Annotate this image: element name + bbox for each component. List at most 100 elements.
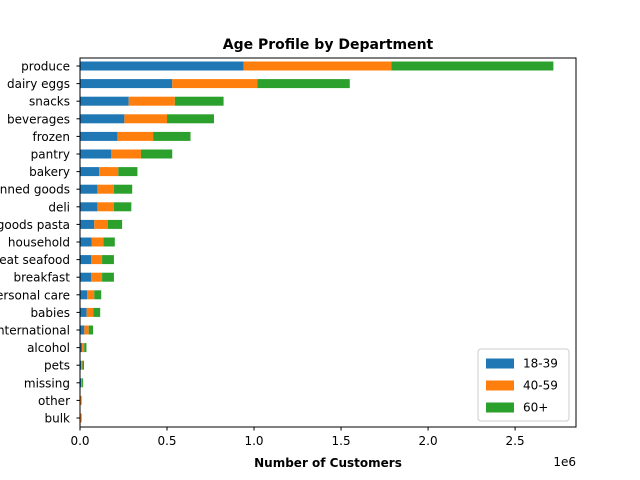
y-tick-label: household [8,236,70,250]
bar-personal-care-series-1 [87,290,95,300]
bar-deli-series-2 [113,202,132,212]
y-tick-label: pets [44,359,70,373]
bar-other-series-2 [81,395,82,405]
bar-missing-series-1 [81,378,83,388]
bar-international-series-1 [84,325,89,335]
x-tick-label: 1.0 [244,434,263,448]
bar-meat-seafood-series-2 [102,255,114,265]
bar-babies-series-1 [86,307,94,317]
bar-beverages-series-1 [124,114,168,124]
y-tick-label: canned goods [0,183,70,197]
legend-label: 40-59 [523,379,558,393]
bar-international-series-0 [80,325,85,335]
bar-dairy-eggs-series-1 [172,79,258,89]
bar-breakfast-series-2 [102,272,114,282]
bar-personal-care-series-2 [94,290,102,300]
bar-frozen-series-0 [80,131,118,141]
bar-missing-series-0 [80,378,82,388]
legend-swatch [486,358,514,369]
y-tick-label: frozen [32,130,70,144]
bar-canned-goods-series-2 [113,184,133,194]
bar-snacks-series-2 [174,96,224,106]
bar-bakery-series-0 [80,167,100,177]
y-tick-label: pantry [31,148,70,162]
bar-canned-goods-series-1 [97,184,114,194]
y-tick-label: bakery [29,165,70,179]
bar-bakery-series-1 [99,167,119,177]
bar-pantry-series-1 [111,149,141,159]
x-axis-offset-label: 1e6 [553,455,576,469]
bar-pantry-series-0 [80,149,112,159]
bar-breakfast-series-1 [91,272,103,282]
bar-babies-series-2 [93,307,101,317]
bar-international-series-2 [88,325,94,335]
y-tick-label: international [0,324,70,338]
y-tick-label: other [38,394,70,408]
bar-alcohol-series-2 [84,343,87,353]
x-axis-ticks: 0.0 0.5 1.0 1.5 2.0 2.5 [70,427,525,448]
bar-produce-series-2 [391,61,554,71]
bar-missing-series-2 [82,378,84,388]
y-tick-label: produce [21,60,70,74]
bar-alcohol-series-1 [82,343,85,353]
x-tick-label: 1.5 [332,434,351,448]
legend-swatch [486,402,514,413]
y-tick-label: breakfast [13,271,70,285]
x-tick-label: 0.0 [70,434,89,448]
bar-canned-goods-series-0 [80,184,98,194]
bar-beverages-series-0 [80,114,125,124]
y-tick-label: meat seafood [0,253,70,267]
bar-babies-series-0 [80,307,87,317]
bar-bakery-series-2 [118,167,138,177]
y-tick-label: personal care [0,288,70,302]
bar-alcohol-series-0 [80,343,83,353]
bar-meat-seafood-series-1 [91,255,103,265]
bar-breakfast-series-0 [80,272,92,282]
bar-pets-series-1 [81,360,83,370]
bar-other-series-1 [80,395,82,405]
y-tick-label: alcohol [27,341,70,355]
y-tick-label: deli [48,200,70,214]
y-tick-label: babies [30,306,70,320]
legend-swatch [486,380,514,391]
bar-dry-goods-pasta-series-0 [80,219,95,229]
y-tick-label: snacks [29,95,70,109]
bar-pets-series-0 [80,360,82,370]
x-tick-label: 2.0 [419,434,438,448]
bar-snacks-series-1 [128,96,175,106]
legend: 18-39 40-59 60+ [477,348,570,422]
bar-deli-series-0 [80,202,98,212]
bar-pantry-series-2 [140,149,173,159]
y-tick-label: dairy eggs [7,77,70,91]
bar-produce-series-0 [80,61,244,71]
bar-bulk-series-2 [81,413,82,423]
x-axis-label: Number of Customers [254,456,402,470]
bar-dry-goods-pasta-series-1 [94,219,108,229]
bar-personal-care-series-0 [80,290,88,300]
bar-dairy-eggs-series-0 [80,79,173,89]
legend-label: 60+ [523,401,548,415]
chart-title: Age Profile by Department [223,37,434,53]
y-tick-label: dry goods pasta [0,218,70,232]
y-axis-ticks: produce dairy eggs snacks beverages frozen pa… [0,60,80,426]
x-tick-label: 2.5 [506,434,525,448]
x-tick-label: 0.5 [157,434,176,448]
bar-beverages-series-2 [167,114,215,124]
bar-dairy-eggs-series-2 [257,79,350,89]
bar-meat-seafood-series-0 [80,255,92,265]
plot-frame [79,57,577,428]
bar-pets-series-2 [82,360,85,370]
bar-produce-series-1 [243,61,392,71]
y-tick-label: missing [24,376,70,390]
y-tick-label: bulk [44,412,70,426]
bar-household-series-2 [103,237,115,247]
bar-dry-goods-pasta-series-2 [107,219,123,229]
bar-frozen-series-2 [153,131,191,141]
legend-label: 18-39 [523,357,558,371]
bar-household-series-0 [80,237,92,247]
bar-frozen-series-1 [117,131,154,141]
bar-bulk-series-1 [80,413,82,423]
y-tick-label: beverages [7,112,70,126]
bar-household-series-1 [91,237,104,247]
